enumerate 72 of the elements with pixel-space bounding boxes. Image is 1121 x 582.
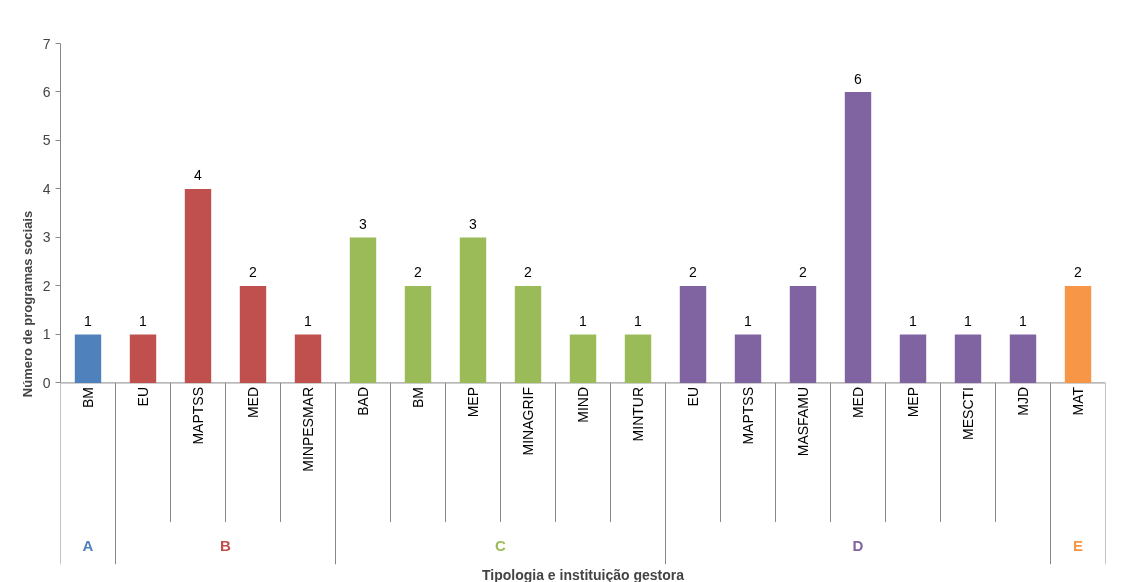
bar	[294, 334, 322, 383]
data-label: 2	[249, 264, 258, 281]
y-tick-label: 2	[42, 277, 51, 294]
bar	[789, 285, 817, 383]
y-tick-label: 0	[42, 374, 51, 391]
y-tick-label: 1	[42, 326, 51, 343]
x-tick-label: MEP	[465, 386, 481, 418]
data-label: 4	[194, 167, 203, 184]
data-label: 1	[964, 312, 973, 329]
bar	[349, 237, 377, 383]
x-tick-label: MASFAMU	[795, 386, 811, 457]
x-tick-label: BM	[410, 386, 426, 408]
data-label: 2	[524, 264, 533, 281]
x-tick-label: MINTUR	[630, 386, 646, 442]
data-label: 6	[854, 70, 863, 87]
x-tick-label: MIND	[575, 386, 591, 423]
x-tick-label: MED	[850, 386, 866, 419]
data-label: 1	[1019, 312, 1028, 329]
bar	[844, 91, 872, 383]
bar	[239, 285, 267, 383]
x-tick-label: MAT	[1070, 386, 1086, 416]
bar	[404, 285, 432, 383]
x-tick-label: EU	[135, 386, 151, 407]
bar	[129, 334, 157, 383]
x-tick-label: MJD	[1015, 386, 1031, 416]
bar	[459, 237, 487, 383]
x-tick-label: MINPESMAR	[300, 386, 316, 472]
data-label: 1	[909, 312, 918, 329]
data-label: 1	[84, 312, 93, 329]
text: E	[1073, 536, 1084, 554]
x-tick-label: MINAGRIF	[520, 386, 536, 456]
data-label: 1	[634, 312, 643, 329]
y-tick-label: 6	[42, 83, 51, 100]
bar	[1064, 285, 1092, 383]
x-tick-label: MAPTSS	[740, 386, 756, 445]
data-label: 2	[414, 264, 423, 281]
text: C	[495, 536, 507, 554]
y-tick-label: 4	[42, 180, 51, 197]
bar	[734, 334, 762, 383]
x-tick-label: MAPTSS	[190, 386, 206, 445]
data-label: 1	[304, 312, 313, 329]
y-tick-label: 5	[42, 132, 51, 149]
text: D	[852, 536, 864, 554]
y-axis-title: Número de programas sociais	[19, 210, 35, 398]
x-tick-label: MED	[245, 386, 261, 419]
x-tick-label: BM	[80, 386, 96, 408]
data-label: 2	[689, 264, 698, 281]
x-tick-label: EU	[685, 386, 701, 407]
bar	[1009, 334, 1037, 383]
bar	[514, 285, 542, 383]
bar	[184, 188, 212, 383]
text: B	[220, 536, 232, 554]
text: A	[82, 536, 94, 554]
bar	[569, 334, 597, 383]
x-tick-label: MESCTI	[960, 386, 976, 440]
data-label: 2	[1074, 264, 1083, 281]
data-label: 2	[799, 264, 808, 281]
y-tick-label: 3	[42, 229, 51, 246]
text: Tipologia e instituição gestora	[482, 566, 685, 582]
bar	[624, 334, 652, 383]
bar	[899, 334, 927, 383]
bar	[679, 285, 707, 383]
data-label: 1	[139, 312, 148, 329]
data-label: 1	[744, 312, 753, 329]
data-label: 1	[579, 312, 588, 329]
x-tick-label: MEP	[905, 386, 921, 418]
bar	[74, 334, 102, 383]
data-label: 3	[469, 215, 478, 232]
x-tick-label: BAD	[355, 386, 371, 416]
data-label: 3	[359, 215, 368, 232]
y-tick-label: 7	[42, 35, 51, 52]
bar	[954, 334, 982, 383]
